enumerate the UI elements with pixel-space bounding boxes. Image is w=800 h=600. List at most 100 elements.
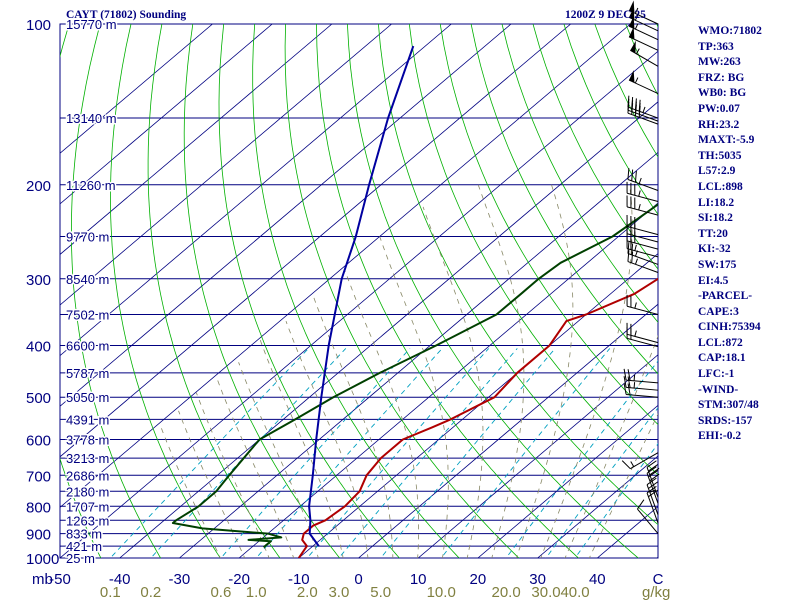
timestamp: 1200Z 9 DEC 25 [565,9,646,21]
wind-barb-flag [623,376,627,388]
moist-adiabat [588,413,658,558]
wind-barb-flag [649,467,660,476]
index-entry: TT:20 [698,227,728,240]
wind-barb [628,16,659,41]
dry-adiabat [183,24,341,558]
index-entry: LCL:898 [698,180,743,193]
dry-adiabat [408,24,658,476]
wind-barb-pennant [628,7,635,20]
height-label: 833 m [66,527,102,542]
index-entry: LI:18.2 [698,196,735,209]
height-label: 25 m [66,551,95,566]
moist-adiabat [312,293,394,558]
index-entry: PW:0.07 [698,102,740,115]
mixing-ratio-line [545,407,658,558]
height-label: 5787 m [66,366,109,381]
wind-barb-staff [627,112,659,125]
chart-title: CAYT (71802) Sounding [66,9,187,21]
mixing-ratio-label: 3.0 [328,584,349,600]
wind-barb [637,499,659,534]
dry-adiabat [316,24,580,558]
wind-barb-flag [649,473,660,482]
wind-barb-staff [646,473,659,504]
pressure-tick-label: 600 [26,433,51,450]
wind-barb-flag [623,368,627,381]
dry-adiabat [470,24,658,375]
wind-barb-half-flag [634,330,637,337]
wind-barb-half-flag [638,177,642,184]
index-entry: FRZ: BG [698,71,745,84]
isotherm-line [60,24,512,407]
wind-barb-flag [648,481,659,489]
wind-barb [628,70,659,95]
height-label: 1263 m [66,513,109,528]
wind-barb-staff [626,206,659,216]
isotherm-line [60,24,631,508]
height-label: 6600 m [66,339,109,354]
wind-barb-staff [626,233,659,243]
mixing-ratio-line [574,443,658,558]
mixing-ratio-unit: g/kg [642,584,670,600]
wind-barb-staff [630,452,659,470]
wind-barb [623,383,659,398]
dry-adiabat [71,24,162,558]
mixing-ratio-line [505,360,658,558]
moist-adiabat [195,392,270,558]
temperature-tick-label: -20 [228,571,250,588]
wind-barb-half-flag [638,190,641,197]
wind-barb-pennant [630,40,636,54]
height-label: 8540 m [66,272,109,287]
height-label: 2686 m [66,468,109,483]
isotherm-line [358,303,658,558]
wind-barb-staff [627,253,659,265]
dry-adiabat [60,24,102,558]
index-entry: CAP:18.1 [698,352,746,365]
dry-adiabat [252,24,460,558]
wind-barb-staff [646,484,659,515]
mixing-ratio-label: 40.0 [560,584,589,600]
dry-adiabat [347,24,639,558]
wind-barb-flag [646,485,657,494]
wind-barb [646,477,659,515]
temperature-unit-label: C [653,571,664,588]
height-label: 2180 m [66,484,109,499]
wind-barb-flag [627,168,630,180]
parcel-trace [308,45,415,547]
wind-barb [626,326,659,348]
wind-barb-flag [627,250,630,262]
index-entry: -WIND- [698,383,739,396]
temperature-tick-label: 30 [529,571,546,588]
wind-barb [626,181,659,203]
wind-barb-staff [626,225,659,236]
wind-barb-half-flag [634,7,639,14]
mixing-ratio-line [150,348,347,558]
mixing-ratio-label: 0.2 [140,584,161,600]
moist-adiabat [238,362,319,558]
wind-barb-flag [627,376,631,388]
moist-adiabat [477,184,525,558]
wind-barb-flag [646,460,657,468]
dry-adiabat [218,24,400,558]
height-label: 7502 m [66,308,109,323]
isotherm-line [298,253,658,558]
mixing-ratio-label: 10.0 [427,584,456,600]
index-entry: STM:307/48 [698,399,759,412]
moist-adiabat [564,334,658,558]
isotherm-line [60,24,452,357]
wind-barb-staff [626,379,659,384]
index-entry: WMO:71802 [698,25,762,37]
wind-barb-flag [648,489,659,498]
wind-barb-flag [631,103,634,115]
mixing-ratio-line [380,348,556,558]
moist-adiabat [259,339,344,558]
height-label: 3778 m [66,433,109,448]
wind-barb-pennant [628,70,635,83]
stability-indices-panel: WMO:71802 TP:363 MW:263 FRZ: BG WB0: BG PW:0.… [698,24,798,445]
wind-barb [623,376,659,391]
index-entry: -PARCEL- [698,290,753,303]
mixing-ratio-label: 2.0 [297,584,318,600]
wind-barb [627,168,659,191]
wind-barb-staff [626,337,659,348]
wind-barb-flag [631,251,634,263]
